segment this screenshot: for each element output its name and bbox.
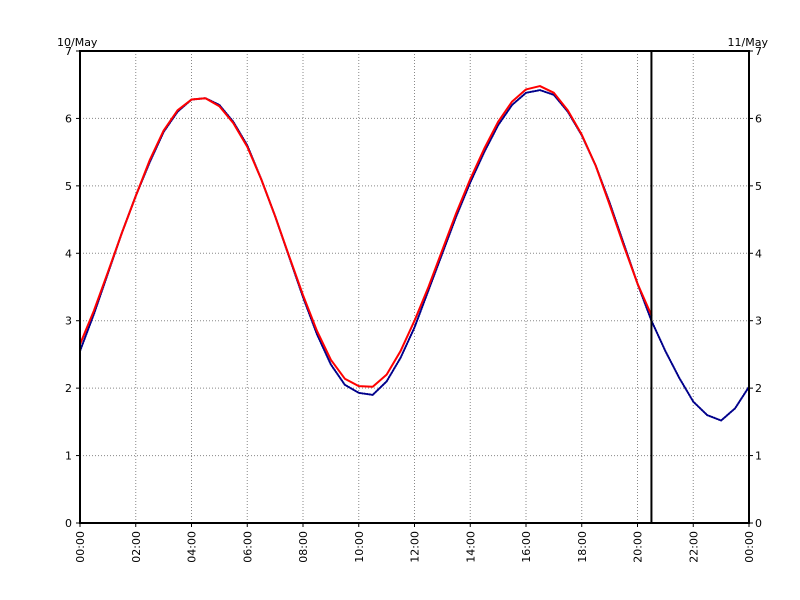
x-tick-label: 00:00 bbox=[74, 531, 87, 563]
x-tick-label: 14:00 bbox=[464, 531, 477, 563]
y-tick-label-right: 1 bbox=[755, 450, 762, 463]
y-tick-label-right: 6 bbox=[755, 112, 762, 125]
x-tick-label: 02:00 bbox=[130, 531, 143, 563]
y-tick-label-right: 5 bbox=[755, 180, 762, 193]
y-tick-label-left: 7 bbox=[65, 45, 72, 58]
y-tick-label-right: 4 bbox=[755, 247, 762, 260]
y-tick-label-left: 3 bbox=[65, 315, 72, 328]
date-label-right: 11/May bbox=[728, 36, 769, 49]
x-tick-label: 16:00 bbox=[520, 531, 533, 563]
x-tick-label: 22:00 bbox=[687, 531, 700, 563]
y-tick-label-right: 7 bbox=[755, 45, 762, 58]
x-tick-label: 06:00 bbox=[241, 531, 254, 563]
axis-ticks bbox=[76, 50, 753, 527]
plot-border bbox=[79, 50, 750, 524]
y-tick-label-left: 0 bbox=[65, 517, 72, 530]
y-tick-label-left: 5 bbox=[65, 180, 72, 193]
x-tick-label: 20:00 bbox=[632, 531, 645, 563]
y-tick-label-left: 4 bbox=[65, 247, 72, 260]
plot-frame bbox=[79, 50, 750, 524]
y-tick-label-right: 2 bbox=[755, 382, 762, 395]
x-tick-label: 00:00 bbox=[743, 531, 756, 563]
x-tick-label: 08:00 bbox=[297, 531, 310, 563]
axis-labels: 00:00 02:00 04:00 06:00 08:00 10:00 12:00 14:00… bbox=[65, 45, 762, 563]
series-observed-line bbox=[79, 85, 653, 388]
y-tick-label-left: 6 bbox=[65, 112, 72, 125]
x-tick-label: 18:00 bbox=[576, 531, 589, 563]
y-tick-label-right: 0 bbox=[755, 517, 762, 530]
date-label-left: 10/May bbox=[57, 36, 98, 49]
y-tick-label-right: 3 bbox=[755, 315, 762, 328]
grid bbox=[80, 51, 749, 523]
x-tick-label: 10:00 bbox=[353, 531, 366, 563]
x-tick-label: 04:00 bbox=[186, 531, 199, 563]
y-tick-label-left: 2 bbox=[65, 382, 72, 395]
y-tick-label-left: 1 bbox=[65, 450, 72, 463]
series-layer bbox=[79, 85, 750, 422]
x-tick-label: 12:00 bbox=[409, 531, 422, 563]
